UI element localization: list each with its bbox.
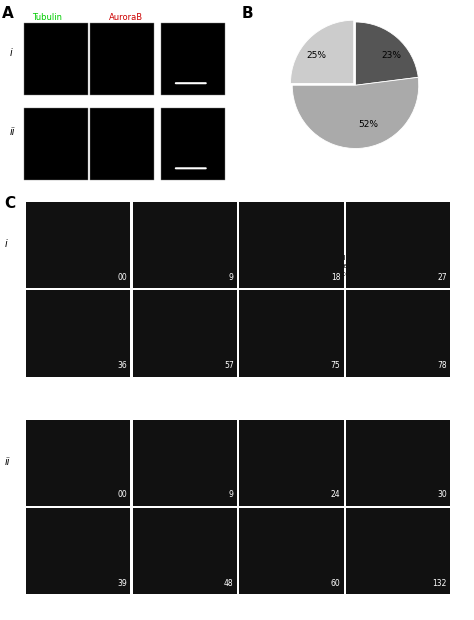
Text: 27: 27 — [438, 273, 447, 281]
Text: 57: 57 — [224, 361, 234, 370]
Bar — [24, 23, 88, 94]
Text: 25%: 25% — [306, 51, 326, 60]
Text: i: i — [5, 239, 8, 249]
Bar — [239, 290, 344, 376]
Text: C: C — [5, 195, 16, 211]
Bar — [24, 108, 88, 180]
Bar — [133, 290, 237, 376]
Bar — [239, 420, 344, 506]
Bar — [346, 420, 450, 506]
Text: i: i — [9, 48, 12, 58]
Text: 60: 60 — [330, 578, 340, 588]
Bar — [90, 23, 154, 94]
Bar — [133, 420, 237, 506]
Bar — [239, 202, 344, 288]
Text: A: A — [2, 6, 14, 20]
Bar — [346, 290, 450, 376]
Text: 52%: 52% — [358, 120, 378, 129]
Text: 75: 75 — [330, 361, 340, 370]
Text: 48: 48 — [224, 578, 234, 588]
Wedge shape — [292, 78, 419, 148]
Text: 78: 78 — [438, 361, 447, 370]
Wedge shape — [291, 20, 354, 84]
Bar — [26, 290, 130, 376]
Text: 39: 39 — [117, 578, 127, 588]
Legend: block in telophase/cytokinesis, block in metaphase/anaphase, normal mitosis: block in telophase/cytokinesis, block in… — [296, 252, 415, 280]
Text: Tubulin: Tubulin — [32, 13, 63, 22]
Text: B: B — [242, 6, 254, 20]
Text: 00: 00 — [117, 273, 127, 281]
Text: Merge: Merge — [181, 13, 208, 22]
Bar — [26, 420, 130, 506]
Bar — [26, 508, 130, 594]
Bar — [90, 108, 154, 180]
Bar — [239, 508, 344, 594]
Text: 9: 9 — [229, 273, 234, 281]
Text: 24: 24 — [331, 490, 340, 499]
Text: 23%: 23% — [382, 51, 401, 60]
Bar — [161, 23, 225, 94]
Bar — [133, 202, 237, 288]
Text: 132: 132 — [433, 578, 447, 588]
Text: 30: 30 — [437, 490, 447, 499]
Bar — [346, 508, 450, 594]
Text: ii: ii — [9, 127, 15, 138]
Wedge shape — [356, 22, 418, 85]
Bar — [26, 202, 130, 288]
Text: 9: 9 — [229, 490, 234, 499]
Bar — [161, 108, 225, 180]
Bar — [346, 202, 450, 288]
Text: AuroraB: AuroraB — [109, 13, 143, 22]
Bar — [133, 508, 237, 594]
Text: 36: 36 — [117, 361, 127, 370]
Text: 18: 18 — [331, 273, 340, 281]
Text: ii: ii — [5, 457, 10, 467]
Text: 00: 00 — [117, 490, 127, 499]
